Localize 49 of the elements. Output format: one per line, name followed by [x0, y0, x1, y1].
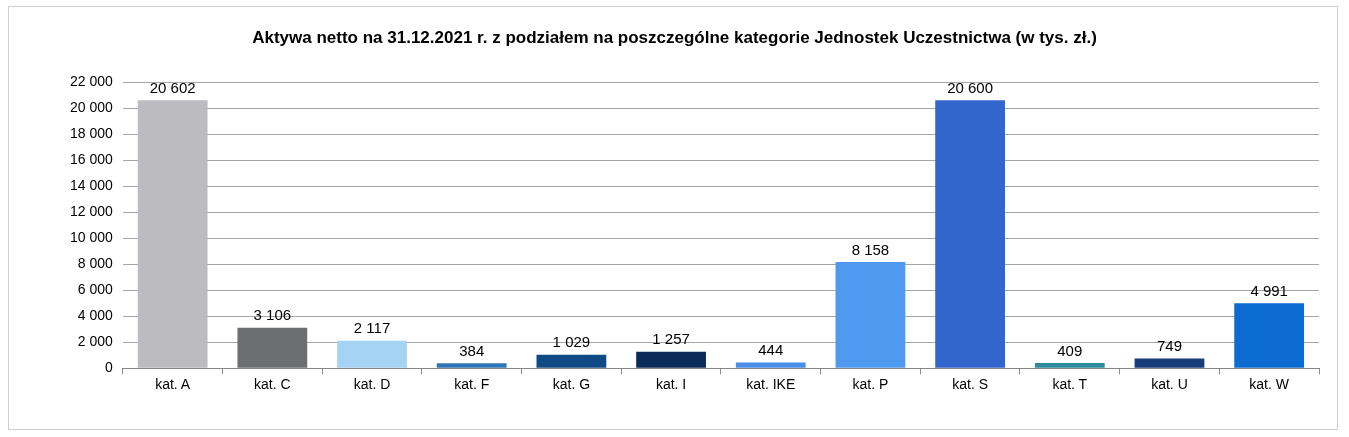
data-label: 1 257 — [652, 330, 690, 348]
y-tick-label: 10 000 — [69, 228, 114, 245]
data-label: 4 991 — [1250, 281, 1288, 299]
y-tick-label: 16 000 — [69, 150, 114, 167]
data-label: 20 600 — [947, 78, 994, 96]
data-label: 3 106 — [253, 306, 292, 324]
x-tick-label: kat. IKE — [746, 376, 796, 393]
data-label: 749 — [1156, 337, 1182, 355]
bar — [137, 100, 208, 368]
bar — [1134, 358, 1205, 368]
y-tick-label: 0 — [105, 359, 114, 376]
y-tick-label: 8 000 — [77, 254, 114, 271]
x-tick-label: kat. D — [353, 376, 391, 393]
x-tick-label: kat. S — [952, 376, 989, 393]
y-tick-label: 4 000 — [77, 307, 114, 324]
bar — [735, 362, 806, 368]
bar — [935, 100, 1005, 368]
y-tick-label: 18 000 — [69, 124, 114, 141]
y-tick-label: 2 000 — [77, 333, 114, 350]
x-tick-label: kat. P — [852, 376, 889, 393]
x-tick-label: kat. G — [552, 376, 591, 393]
y-tick-label: 14 000 — [69, 176, 114, 193]
data-label: 8 158 — [851, 240, 890, 258]
bar — [835, 262, 906, 368]
y-tick-label: 12 000 — [69, 202, 114, 219]
x-tick-label: kat. W — [1249, 376, 1290, 393]
x-tick-label: kat. I — [655, 376, 687, 393]
bar — [536, 354, 607, 368]
chart-title: Aktywa netto na 31.12.2021 r. z podziałem na poszczególne kategorie Jednostek Uczestnictwa (w tys. zł.) — [251, 28, 1098, 48]
x-tick-label: kat. A — [155, 376, 191, 393]
bar — [1234, 303, 1305, 368]
x-tick-label: kat. C — [254, 376, 291, 393]
data-label: 384 — [459, 341, 485, 359]
data-label: 1 029 — [552, 333, 591, 351]
bar — [636, 351, 706, 368]
x-tick-label: kat. U — [1151, 376, 1188, 393]
data-label: 2 117 — [353, 319, 391, 337]
bar — [337, 340, 407, 368]
y-tick-label: 6 000 — [77, 281, 114, 297]
data-label: 409 — [1057, 341, 1083, 359]
bar — [436, 363, 507, 368]
y-tick-label: 20 000 — [69, 98, 114, 115]
x-tick-label: kat. F — [454, 376, 490, 393]
y-tick-label: 22 000 — [69, 72, 114, 89]
bar — [1034, 362, 1105, 368]
data-label: 20 602 — [149, 78, 196, 96]
bar — [237, 327, 308, 368]
data-label: 444 — [758, 341, 784, 359]
x-tick-label: kat. T — [1052, 376, 1088, 393]
